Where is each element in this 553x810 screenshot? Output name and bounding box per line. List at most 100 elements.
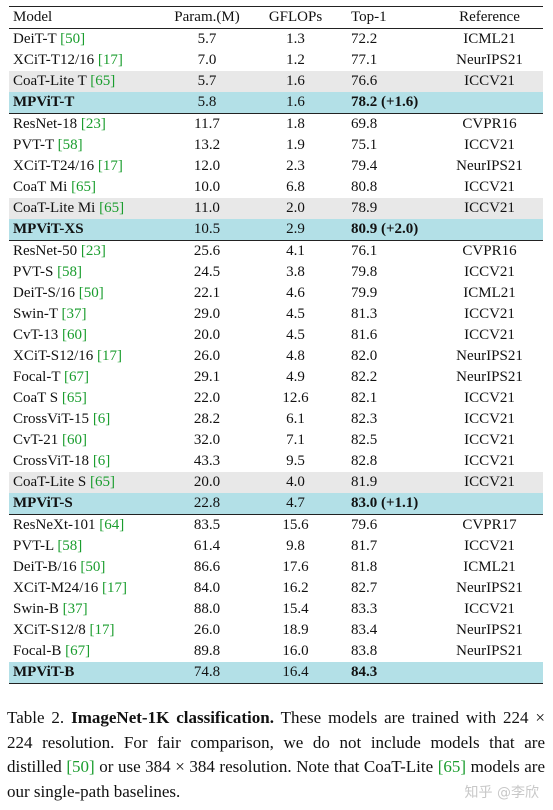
- cell-reference: [436, 493, 543, 515]
- caption-citation-link[interactable]: [50]: [66, 757, 95, 776]
- model-name: Focal-B: [13, 643, 62, 659]
- citation-link[interactable]: [65]: [61, 390, 87, 406]
- cell-reference: NeurIPS21: [456, 348, 523, 364]
- citation-link[interactable]: [58]: [57, 137, 83, 153]
- citation-link[interactable]: [23]: [80, 116, 106, 132]
- model-name: PVT-T: [13, 137, 54, 153]
- model-name: CoaT S: [13, 390, 59, 406]
- table-row: CrossViT-18 [6] 43.3 9.5 82.8 ICCV21: [9, 451, 543, 472]
- model-name: MPViT-T: [13, 94, 75, 110]
- citation-link[interactable]: [37]: [62, 601, 88, 617]
- cell-param: 25.6: [193, 243, 221, 259]
- cell-reference: [436, 92, 543, 114]
- citation-link[interactable]: [17]: [97, 348, 123, 364]
- results-table-container: Model Param.(M) GFLOPs Top-1 Reference D…: [9, 6, 543, 684]
- model-name: XCiT-M24/16: [13, 580, 99, 596]
- cell-model: MPViT-XS: [9, 219, 160, 241]
- cell-model: PVT-S [58]: [9, 262, 160, 283]
- citation-link[interactable]: [65]: [90, 73, 116, 89]
- cell-param: 89.8: [193, 643, 221, 659]
- model-name: PVT-L: [13, 538, 54, 554]
- model-name: DeiT-B/16: [13, 559, 77, 575]
- citation-link[interactable]: [65]: [99, 200, 125, 216]
- cell-model: CoaT-Lite T [65]: [9, 71, 160, 92]
- cell-param: 32.0: [193, 432, 221, 448]
- model-name: CoaT-Lite S: [13, 474, 87, 490]
- watermark: 知乎 @李欣: [464, 785, 539, 801]
- citation-link[interactable]: [17]: [102, 580, 128, 596]
- cell-gflops: 4.1: [286, 243, 305, 259]
- cell-reference: NeurIPS21: [456, 622, 523, 638]
- cell-reference: ICML21: [463, 31, 516, 47]
- cell-gflops: 7.1: [286, 432, 305, 448]
- cell-gflops: 4.5: [286, 306, 305, 322]
- cell-reference: NeurIPS21: [456, 369, 523, 385]
- citation-link[interactable]: [58]: [57, 538, 83, 554]
- citation-link[interactable]: [17]: [97, 52, 123, 68]
- cell-model: MPViT-S: [9, 493, 160, 515]
- model-name: DeiT-S/16: [13, 285, 75, 301]
- cell-gflops: 4.8: [286, 348, 305, 364]
- cell-top1: 80.8: [351, 179, 378, 195]
- cell-top1: 81.3: [351, 306, 378, 322]
- citation-link[interactable]: [50]: [78, 285, 104, 301]
- cell-param: 11.0: [160, 198, 254, 219]
- model-name: CoaT Mi: [13, 179, 68, 195]
- cell-param: 20.0: [160, 472, 254, 493]
- cell-param: 22.0: [193, 390, 221, 406]
- citation-link[interactable]: [65]: [71, 179, 97, 195]
- cell-top1: 81.6: [351, 327, 378, 343]
- citation-link[interactable]: [60]: [62, 432, 88, 448]
- cell-reference: ICCV21: [464, 390, 515, 406]
- citation-link[interactable]: [17]: [89, 622, 115, 638]
- citation-link[interactable]: [67]: [63, 369, 89, 385]
- model-name: MPViT-XS: [13, 221, 84, 237]
- cell-param: 43.3: [193, 453, 221, 469]
- table-row: CvT-21 [60] 32.0 7.1 82.5 ICCV21: [9, 430, 543, 451]
- cell-gflops: 1.2: [286, 52, 305, 68]
- cell-reference: ICCV21: [464, 306, 515, 322]
- table-row: PVT-T [58] 13.2 1.9 75.1 ICCV21: [9, 135, 543, 156]
- cell-gflops: 6.1: [286, 411, 305, 427]
- citation-link[interactable]: [17]: [97, 158, 123, 174]
- cell-model: DeiT-T [50]: [9, 29, 160, 51]
- cell-gflops: 1.8: [286, 116, 305, 132]
- cell-reference: CVPR16: [462, 243, 517, 259]
- cell-model: Swin-T [37]: [9, 304, 160, 325]
- citation-link[interactable]: [58]: [57, 264, 83, 280]
- cell-model: CoaT-Lite Mi [65]: [9, 198, 160, 219]
- cell-model: CoaT S [65]: [9, 388, 160, 409]
- cell-model: Swin-B [37]: [9, 599, 160, 620]
- cell-param: 7.0: [197, 52, 217, 68]
- caption-label: Table 2.: [7, 708, 65, 727]
- table-row: Swin-T [37] 29.0 4.5 81.3 ICCV21: [9, 304, 543, 325]
- cell-model: DeiT-S/16 [50]: [9, 283, 160, 304]
- citation-link[interactable]: [50]: [80, 559, 106, 575]
- cell-model: XCiT-S12/8 [17]: [9, 620, 160, 641]
- table-row: PVT-S [58] 24.5 3.8 79.8 ICCV21: [9, 262, 543, 283]
- cell-param: 83.5: [193, 517, 221, 533]
- model-name: Swin-B: [13, 601, 59, 617]
- header-param: Param.(M): [174, 9, 240, 25]
- caption-citation-link[interactable]: [65]: [437, 757, 467, 776]
- citation-link[interactable]: [64]: [99, 517, 125, 533]
- citation-link[interactable]: [67]: [65, 643, 91, 659]
- table-row: XCiT-S12/8 [17] 26.0 18.9 83.4 NeurIPS21: [9, 620, 543, 641]
- table-row: CoaT-Lite S [65] 20.0 4.0 81.9 ICCV21: [9, 472, 543, 493]
- citation-link[interactable]: [65]: [89, 474, 115, 490]
- citation-link[interactable]: [6]: [92, 411, 111, 427]
- cell-param: 26.0: [193, 348, 221, 364]
- cell-gflops: 9.5: [286, 453, 305, 469]
- model-name: XCiT-T12/16: [13, 52, 95, 68]
- citation-link[interactable]: [6]: [92, 453, 111, 469]
- citation-link[interactable]: [37]: [61, 306, 87, 322]
- cell-top1: 83.8: [351, 643, 378, 659]
- cell-gflops: 1.6: [254, 92, 337, 114]
- cell-param: 29.1: [193, 369, 221, 385]
- citation-link[interactable]: [60]: [62, 327, 88, 343]
- table-row: XCiT-T24/16 [17] 12.0 2.3 79.4 NeurIPS21: [9, 156, 543, 177]
- table-row-highlighted: MPViT-B 74.8 16.4 84.3: [9, 662, 543, 684]
- citation-link[interactable]: [23]: [80, 243, 106, 259]
- citation-link[interactable]: [50]: [60, 31, 86, 47]
- model-name: Focal-T: [13, 369, 61, 385]
